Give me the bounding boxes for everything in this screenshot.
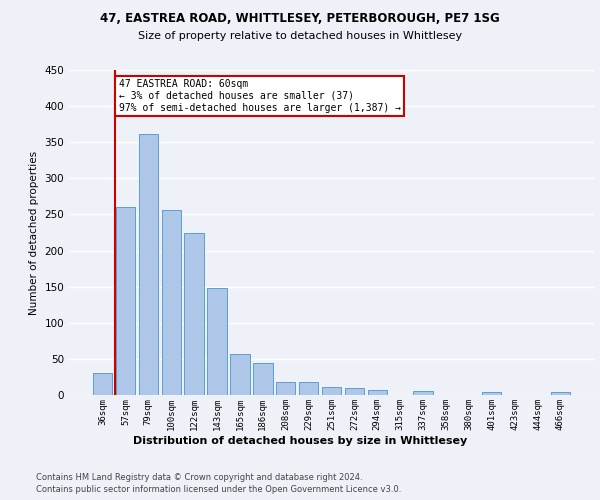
Bar [184,232,204,395]
Bar [276,382,295,395]
Bar [139,134,158,395]
Bar [93,372,112,395]
Bar [299,382,319,395]
Bar [551,392,570,395]
Text: Contains HM Land Registry data © Crown copyright and database right 2024.: Contains HM Land Registry data © Crown c… [36,472,362,482]
Bar [208,288,227,395]
Bar [116,207,135,395]
Y-axis label: Number of detached properties: Number of detached properties [29,150,39,314]
Bar [413,390,433,395]
Text: Distribution of detached houses by size in Whittlesey: Distribution of detached houses by size … [133,436,467,446]
Bar [230,354,250,395]
Bar [482,392,502,395]
Bar [161,210,181,395]
Text: 47, EASTREA ROAD, WHITTLESEY, PETERBOROUGH, PE7 1SG: 47, EASTREA ROAD, WHITTLESEY, PETERBOROU… [100,12,500,26]
Bar [368,390,387,395]
Text: Size of property relative to detached houses in Whittlesey: Size of property relative to detached ho… [138,31,462,41]
Text: 47 EASTREA ROAD: 60sqm
← 3% of detached houses are smaller (37)
97% of semi-deta: 47 EASTREA ROAD: 60sqm ← 3% of detached … [119,80,401,112]
Bar [253,362,272,395]
Bar [322,387,341,395]
Bar [344,388,364,395]
Text: Contains public sector information licensed under the Open Government Licence v3: Contains public sector information licen… [36,485,401,494]
